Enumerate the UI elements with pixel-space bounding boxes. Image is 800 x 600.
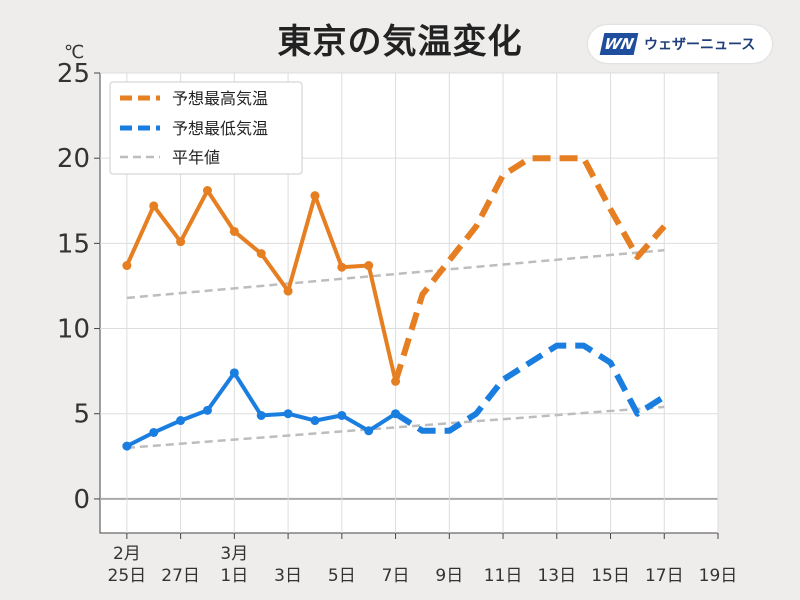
x-tick-label: 25日 <box>108 566 147 586</box>
x-tick-label: 27日 <box>161 566 200 586</box>
page-title: 東京の気温変化 <box>277 22 523 62</box>
x-tick-label: 15日 <box>591 566 630 586</box>
data-point-low <box>149 427 159 437</box>
data-point-low <box>310 416 320 426</box>
x-tick-label: 19日 <box>699 566 738 586</box>
x-tick-label: 9日 <box>435 566 463 586</box>
grid-lines <box>100 72 719 533</box>
data-point-high <box>149 201 159 211</box>
y-tick-label: 20 <box>57 144 90 174</box>
y-tick-label: 10 <box>57 315 90 345</box>
legend-box <box>109 81 303 175</box>
data-point-high <box>391 376 401 386</box>
legend-label-high: 予想最高気温 <box>172 89 268 108</box>
data-point-low <box>337 410 347 420</box>
forecast-line-low <box>393 342 666 434</box>
data-point-high <box>202 186 212 196</box>
x-tick-label: 3日 <box>274 566 302 586</box>
data-point-high <box>229 226 239 236</box>
x-tick-label: 13日 <box>537 566 576 586</box>
data-point-low <box>202 405 212 415</box>
data-point-low <box>229 368 239 378</box>
y-tick-label: 0 <box>73 485 90 515</box>
data-point-high <box>176 237 186 247</box>
y-tick-label: 5 <box>73 400 90 430</box>
x-tick-label: 17日 <box>645 566 684 586</box>
x-tick-label: 11日 <box>484 566 523 586</box>
data-point-high <box>256 249 266 259</box>
x-tick-month: 2月 <box>113 544 141 564</box>
y-tick-label: 25 <box>57 59 90 89</box>
data-point-high <box>283 286 293 296</box>
data-point-high <box>310 191 320 201</box>
forecast-line-high <box>392 155 667 383</box>
x-tick-label: 1日 <box>220 566 248 586</box>
data-point-low <box>176 416 186 426</box>
series-points <box>122 186 401 451</box>
data-point-low <box>122 441 132 451</box>
y-axis: 0 5 10 15 20 25 <box>57 59 100 515</box>
data-point-low <box>256 410 266 420</box>
data-point-high <box>364 261 374 271</box>
x-tick-label: 7日 <box>382 566 410 586</box>
brand-logo: WN ウェザーニュース <box>588 25 772 63</box>
legend: 予想最高気温 予想最低気温 平年値 <box>109 81 303 175</box>
x-tick-month: 3月 <box>220 544 248 564</box>
normal-lines <box>126 248 665 450</box>
brand-name: ウェザーニュース <box>644 37 756 53</box>
data-point-high <box>122 261 132 271</box>
normal-line-low <box>126 405 665 450</box>
data-point-low <box>364 426 374 436</box>
x-tick-label: 5日 <box>328 566 356 586</box>
y-unit-label: ℃ <box>64 42 84 63</box>
data-point-low <box>391 409 401 419</box>
legend-label-low: 予想最低気温 <box>172 119 268 138</box>
y-tick-label: 15 <box>57 229 90 259</box>
legend-label-normal: 平年値 <box>172 148 220 167</box>
data-point-low <box>283 409 293 419</box>
normal-line-high <box>126 248 665 300</box>
data-point-high <box>337 262 347 272</box>
